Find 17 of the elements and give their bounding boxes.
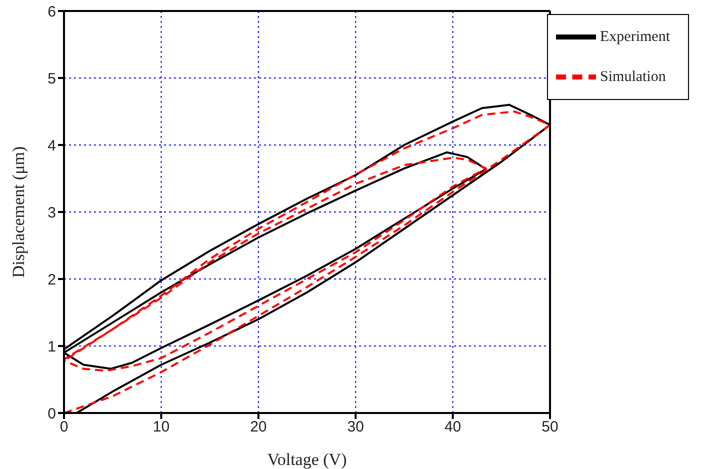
x-tick-label: 50	[542, 418, 558, 436]
legend-label: Simulation	[600, 68, 666, 85]
y-axis-title: Displacement (μm)	[9, 146, 28, 278]
x-tick-label: 0	[60, 418, 68, 436]
y-tick-label: 1	[48, 338, 56, 356]
y-tick-label: 4	[48, 137, 56, 154]
x-tick-label: 10	[152, 418, 170, 436]
y-tick-label: 0	[48, 405, 56, 422]
x-tick-label: 40	[444, 418, 462, 436]
x-axis-title: Voltage (V)	[267, 450, 347, 469]
legend-label: Experiment	[600, 28, 670, 45]
y-tick-label: 3	[48, 204, 56, 222]
y-tick-label: 5	[48, 70, 56, 88]
x-tick-label: 30	[347, 418, 364, 436]
y-tick-label: 2	[48, 271, 56, 288]
y-tick-label: 6	[48, 3, 56, 20]
x-tick-label: 20	[250, 418, 267, 436]
